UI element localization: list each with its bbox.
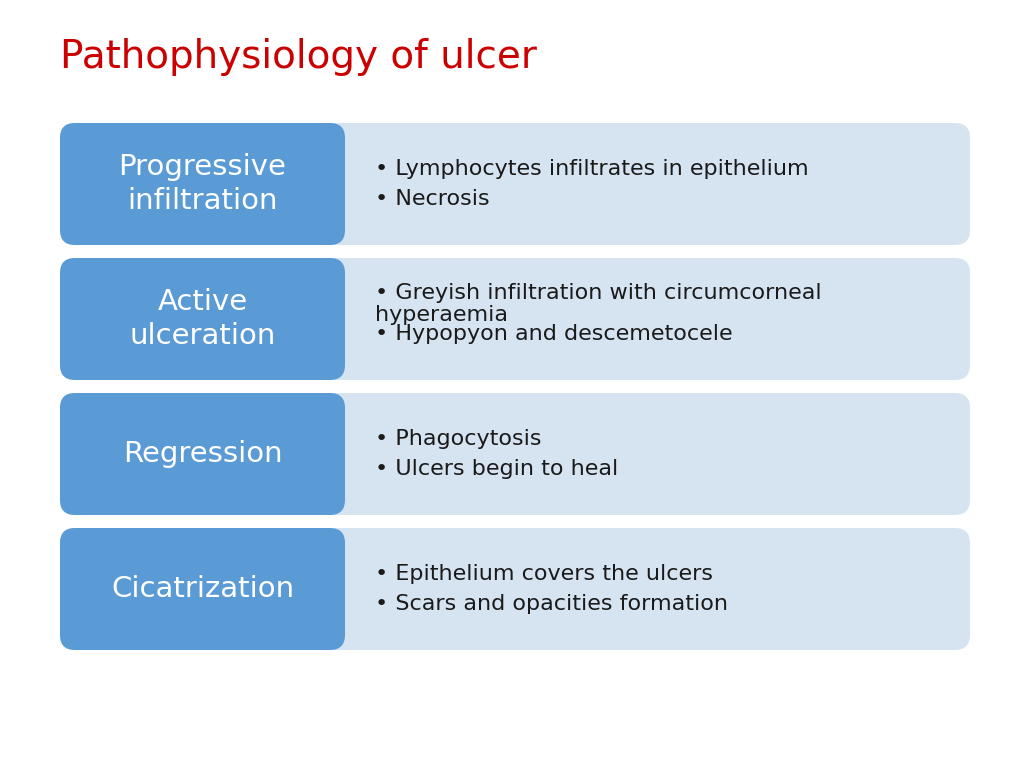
Text: • Epithelium covers the ulcers: • Epithelium covers the ulcers	[375, 564, 713, 584]
FancyBboxPatch shape	[60, 123, 970, 245]
Text: • Lymphocytes infiltrates in epithelium: • Lymphocytes infiltrates in epithelium	[375, 159, 809, 179]
FancyBboxPatch shape	[60, 528, 345, 650]
Text: • Greyish infiltration with circumcorneal
hyperaemia: • Greyish infiltration with circumcornea…	[375, 283, 821, 325]
Text: Active
ulceration: Active ulceration	[129, 288, 275, 349]
Text: • Phagocytosis: • Phagocytosis	[375, 429, 542, 449]
Text: Progressive
infiltration: Progressive infiltration	[119, 154, 287, 215]
Text: • Scars and opacities formation: • Scars and opacities formation	[375, 594, 728, 614]
FancyBboxPatch shape	[60, 393, 345, 515]
Text: Regression: Regression	[123, 440, 283, 468]
FancyBboxPatch shape	[60, 123, 345, 245]
Text: Cicatrization: Cicatrization	[111, 575, 294, 603]
FancyBboxPatch shape	[60, 258, 970, 380]
Text: • Ulcers begin to heal: • Ulcers begin to heal	[375, 459, 618, 479]
Text: Pathophysiology of ulcer: Pathophysiology of ulcer	[60, 38, 537, 76]
Text: • Necrosis: • Necrosis	[375, 189, 489, 209]
FancyBboxPatch shape	[60, 528, 970, 650]
FancyBboxPatch shape	[60, 393, 970, 515]
Text: • Hypopyon and descemetocele: • Hypopyon and descemetocele	[375, 324, 732, 344]
FancyBboxPatch shape	[60, 258, 345, 380]
